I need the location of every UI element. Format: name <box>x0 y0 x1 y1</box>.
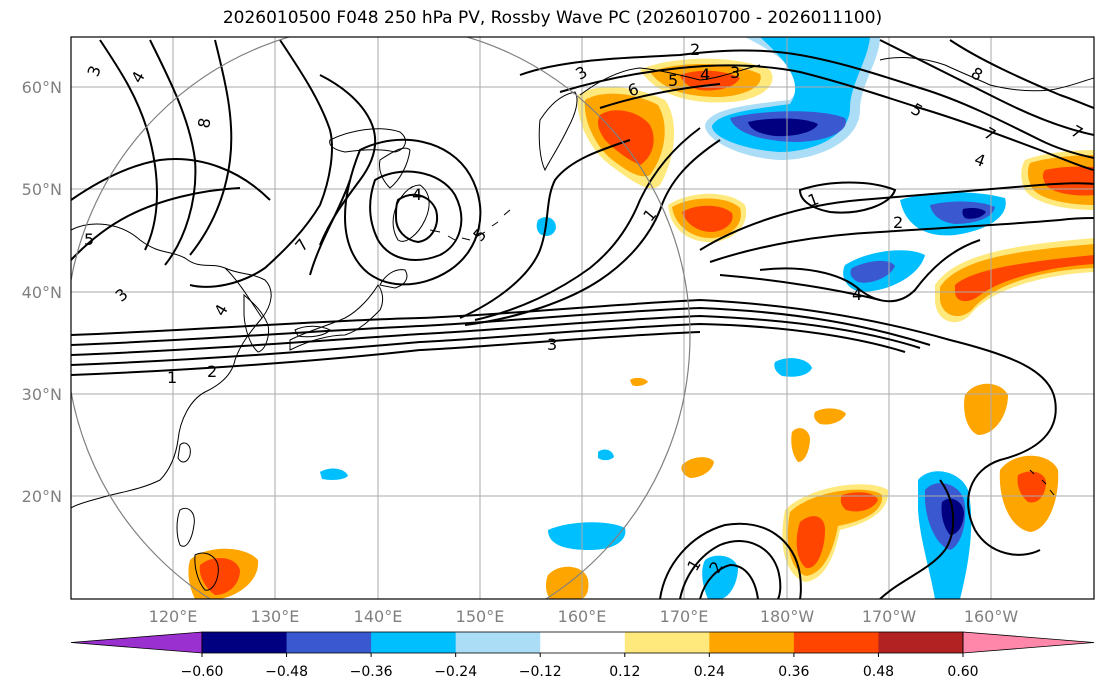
contour-label: 2 <box>893 213 903 232</box>
lon-label: 160°E <box>558 607 607 626</box>
contour-label: 4 <box>700 65 710 84</box>
longitude-labels: 120°E 130°E 140°E 150°E 160°E 170°E 180°… <box>149 607 1019 626</box>
positive-anomaly-patch <box>955 255 1094 302</box>
lat-label: 20°N <box>22 487 62 506</box>
map-frame <box>70 36 1095 600</box>
contour-label: 2 <box>690 40 700 59</box>
colorbar-tick-label: 0.24 <box>694 664 725 680</box>
lon-label: 170°E <box>660 607 709 626</box>
contour-label: 3 <box>730 63 740 82</box>
colorbar-under-extension <box>70 631 203 654</box>
colorbar-tick-label: −0.12 <box>519 664 562 680</box>
positive-anomaly-patch <box>680 70 740 91</box>
contour-label: 2 <box>207 362 217 381</box>
map-title: 2026010500 F048 250 hPa PV, Rossby Wave … <box>222 8 883 28</box>
positive-anomaly-patch <box>1042 166 1094 196</box>
lon-label: 140°E <box>354 607 403 626</box>
colorbar-tick-label: −0.60 <box>181 664 224 680</box>
lon-label: 170°W <box>862 607 917 626</box>
colorbar-tick-label: 0.36 <box>778 664 809 680</box>
negative-anomaly-patch <box>320 468 348 480</box>
colorbar-tick-label: 0.60 <box>947 664 978 680</box>
positive-anomaly-patch <box>630 377 648 386</box>
lat-label: 30°N <box>22 385 62 404</box>
colorbar-tick-label: −0.36 <box>350 664 393 680</box>
colorbar-segment <box>540 632 626 653</box>
colorbar-tick-label: 0.48 <box>863 664 894 680</box>
lat-label: 60°N <box>22 78 62 97</box>
contour-label: 8 <box>194 116 214 129</box>
contour-label: 4 <box>412 185 422 204</box>
positive-anomaly-patch <box>791 428 810 462</box>
positive-anomaly-patch <box>545 566 589 599</box>
negative-anomaly-patch <box>850 260 895 283</box>
lat-label: 40°N <box>22 283 62 302</box>
colorbar-segment <box>202 632 288 653</box>
negative-anomaly-patch <box>774 358 812 377</box>
colorbar: −0.60 −0.48 −0.36 −0.24 −0.12 0.12 0.24 0.36 0.4… <box>70 631 1095 680</box>
colorbar-tick-label: 0.12 <box>609 664 640 680</box>
colorbar-segment <box>709 632 795 653</box>
positive-anomaly-patch <box>681 457 714 478</box>
colorbar-tick-label: −0.24 <box>434 664 477 680</box>
lon-label: 150°E <box>456 607 505 626</box>
positive-anomaly-patch <box>796 516 825 569</box>
positive-anomaly-patch <box>199 558 240 595</box>
contour-label: 5 <box>668 71 678 90</box>
latitude-labels: 60°N 50°N 40°N 30°N 20°N <box>22 78 62 506</box>
positive-anomaly-patch <box>1017 471 1046 503</box>
contour-label: 5 <box>84 230 94 249</box>
negative-anomaly-patch <box>962 208 986 219</box>
lon-label: 180°W <box>760 607 815 626</box>
colorbar-frame <box>201 631 964 654</box>
positive-anomaly-patch <box>682 205 733 232</box>
lon-label: 120°E <box>149 607 198 626</box>
reference-circle <box>71 37 691 599</box>
pv-contours <box>71 39 1094 599</box>
lat-label: 50°N <box>22 180 62 199</box>
colorbar-segment <box>371 632 457 653</box>
lon-label: 130°E <box>251 607 300 626</box>
contour-label: 1 <box>167 368 177 387</box>
colorbar-segment <box>624 632 710 653</box>
contour-label: 3 <box>547 335 557 354</box>
colorbar-segment <box>793 632 879 653</box>
negative-anomaly-patch <box>548 522 626 550</box>
colorbar-segment <box>286 632 372 653</box>
positive-anomaly-patch <box>840 492 878 512</box>
positive-anomaly-patch <box>814 408 846 425</box>
contour-label: 4 <box>852 285 862 304</box>
negative-anomaly-patch <box>598 449 614 461</box>
negative-anomaly-patch <box>748 118 818 137</box>
colorbar-segment <box>878 632 964 653</box>
colorbar-tick-label: −0.48 <box>265 664 308 680</box>
negative-anomaly-patch <box>702 555 738 599</box>
lon-label: 160°W <box>964 607 1019 626</box>
positive-anomaly-patch <box>964 383 1008 435</box>
colorbar-segment <box>455 632 541 653</box>
colorbar-over-extension <box>962 631 1095 654</box>
positive-anomaly-patch <box>597 110 654 165</box>
